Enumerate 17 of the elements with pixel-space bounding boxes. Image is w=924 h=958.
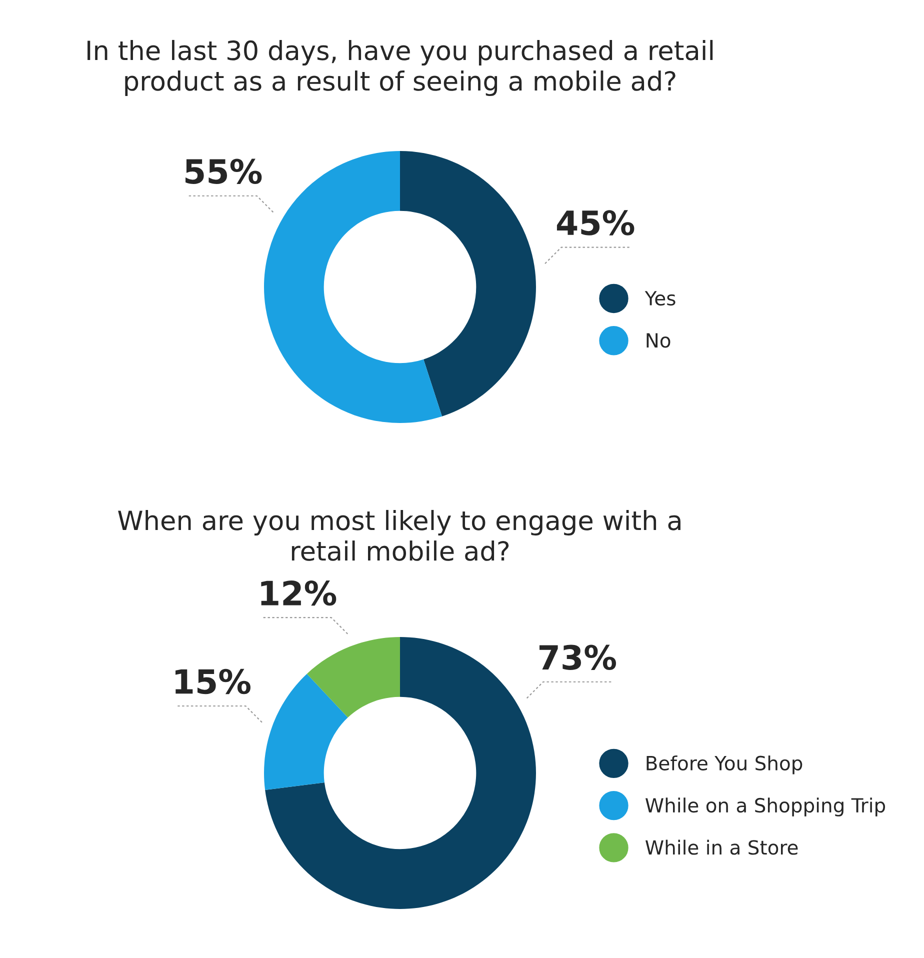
legend-label: Yes bbox=[644, 291, 676, 306]
chart-title: When are you most likely to engage with a retail mobile ad? bbox=[118, 510, 680, 561]
data-label: 45% bbox=[556, 210, 634, 236]
donut-slice bbox=[264, 674, 348, 790]
chart-title: In the last 30 days, have you purchased a retail product as a result of seeing a mobile ad? bbox=[88, 40, 713, 96]
donut-slice bbox=[265, 637, 536, 909]
data-label: 73% bbox=[539, 644, 616, 670]
legend-label: While in a Store bbox=[646, 840, 798, 855]
donut-slice bbox=[400, 151, 536, 416]
legend-label: Before You Shop bbox=[646, 755, 802, 774]
data-label: 15% bbox=[176, 668, 250, 694]
donut-slice bbox=[306, 637, 400, 718]
legend-label: While on a Shopping Trip bbox=[646, 798, 886, 816]
data-label: 55% bbox=[186, 158, 262, 184]
data-label: 12% bbox=[261, 580, 336, 606]
legend-label: No bbox=[646, 333, 670, 348]
donut-slice bbox=[264, 151, 442, 423]
